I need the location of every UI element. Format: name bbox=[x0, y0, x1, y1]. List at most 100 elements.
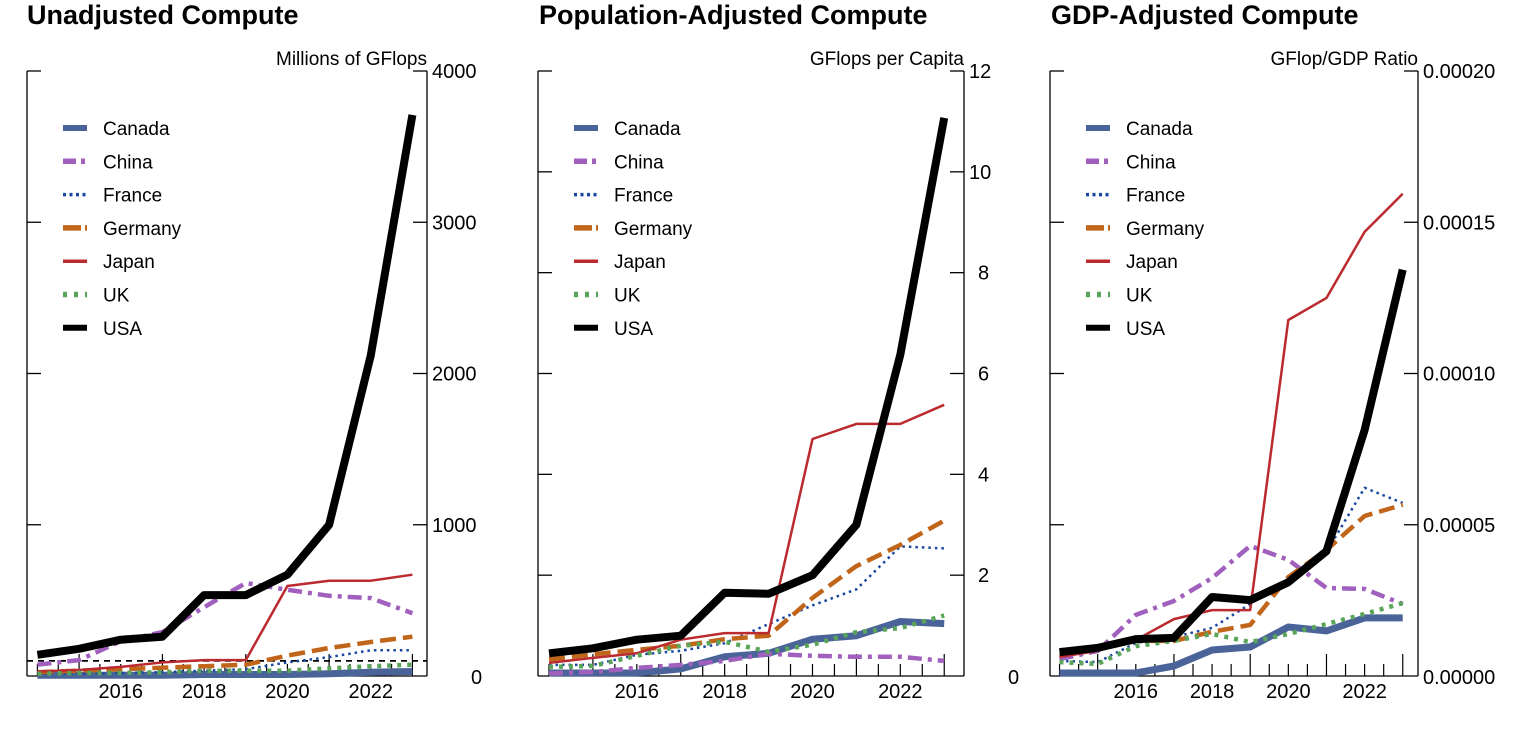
series-line-japan bbox=[37, 573, 413, 673]
legend-label: USA bbox=[103, 319, 142, 340]
series-line-usa bbox=[548, 117, 949, 658]
legend-item-usa: USA bbox=[1086, 319, 1165, 340]
y-tick-label: 12 bbox=[969, 61, 991, 83]
legend-label: France bbox=[1126, 186, 1185, 207]
legend-item-china: China bbox=[1086, 152, 1176, 173]
legend-label: USA bbox=[1126, 319, 1165, 340]
y-tick-label: 0.00015 bbox=[1423, 212, 1495, 234]
series-line-germany bbox=[37, 634, 413, 675]
series-line-germany bbox=[548, 518, 946, 662]
legend-item-uk: UK bbox=[574, 286, 641, 307]
series-line-canada bbox=[549, 618, 945, 677]
y-tick-label: 4000 bbox=[432, 61, 477, 83]
legend: Canada China France Germany Japan UK USA bbox=[574, 119, 693, 340]
panel-population-adjusted: Population-Adjusted Compute 0 2 4 6 8 10 12 GFl… bbox=[512, 0, 1024, 737]
legend-item-france: France bbox=[574, 186, 673, 207]
series-line-germany bbox=[1059, 502, 1404, 659]
y-tick-label: 3000 bbox=[432, 212, 477, 234]
y-tick-label: 2 bbox=[978, 565, 989, 587]
panel-unadjusted: Unadjusted Compute 0 1000 2000 3000 4000 Mill… bbox=[0, 0, 512, 737]
legend-label: France bbox=[614, 186, 673, 207]
x-tick-label: 2016 bbox=[1114, 681, 1159, 703]
y-tick-label: 8 bbox=[978, 263, 989, 285]
series-line-usa bbox=[1059, 268, 1407, 657]
x-tick-label: 2016 bbox=[99, 681, 144, 703]
legend-label: China bbox=[103, 152, 153, 173]
y-tick-label: 0 bbox=[471, 667, 482, 689]
y-tick-label: 0.00020 bbox=[1423, 61, 1495, 83]
y-axis-label: GFlops per Capita bbox=[810, 49, 965, 70]
legend-label: Germany bbox=[614, 219, 693, 240]
x-tick-label: 2022 bbox=[1342, 681, 1387, 703]
legend-label: UK bbox=[614, 286, 641, 307]
chart-title: Unadjusted Compute bbox=[27, 0, 299, 30]
x-tick-label: 2018 bbox=[182, 681, 227, 703]
legend-label: France bbox=[103, 186, 162, 207]
x-tick-label: 2020 bbox=[1266, 681, 1311, 703]
legend-label: Japan bbox=[1126, 252, 1178, 273]
y-tick-label: 0 bbox=[1008, 667, 1019, 689]
legend-item-china: China bbox=[574, 152, 664, 173]
legend-item-japan: Japan bbox=[63, 252, 155, 273]
legend-item-china: China bbox=[63, 152, 153, 173]
y-tick-label: 10 bbox=[969, 162, 991, 184]
legend-item-canada: Canada bbox=[63, 119, 170, 140]
x-tick-label: 2018 bbox=[1190, 681, 1235, 703]
legend: Canada China France Germany Japan UK USA bbox=[63, 119, 182, 340]
series-line-usa bbox=[36, 114, 417, 659]
legend-label: China bbox=[614, 152, 664, 173]
y-tick-label: 2000 bbox=[432, 364, 477, 386]
legend-item-usa: USA bbox=[574, 319, 653, 340]
series-line-uk bbox=[37, 662, 413, 676]
series-line-china bbox=[1059, 543, 1404, 662]
legend-item-france: France bbox=[63, 186, 162, 207]
x-tick-label: 2016 bbox=[615, 681, 660, 703]
legend-item-germany: Germany bbox=[574, 219, 693, 240]
y-axis-label: Millions of GFlops bbox=[276, 49, 427, 70]
legend-label: UK bbox=[1126, 286, 1153, 307]
legend-item-usa: USA bbox=[63, 319, 142, 340]
y-tick-label: 0.00010 bbox=[1423, 364, 1495, 386]
legend-item-france: France bbox=[1086, 186, 1185, 207]
panel-gdp-adjusted: GDP-Adjusted Compute 0.00000 0.00005 0.000… bbox=[1024, 0, 1535, 737]
legend-item-uk: UK bbox=[63, 286, 130, 307]
y-tick-label: 6 bbox=[978, 364, 989, 386]
y-axis-label: GFlop/GDP Ratio bbox=[1271, 49, 1418, 70]
x-tick-label: 2020 bbox=[790, 681, 835, 703]
x-tick-label: 2022 bbox=[878, 681, 923, 703]
x-tick-label: 2022 bbox=[349, 681, 394, 703]
x-tick-label: 2018 bbox=[702, 681, 747, 703]
legend-label: China bbox=[1126, 152, 1176, 173]
x-tick-label: 2020 bbox=[265, 681, 310, 703]
legend-label: Canada bbox=[1126, 119, 1193, 140]
legend-item-japan: Japan bbox=[1086, 252, 1178, 273]
series-line-uk bbox=[548, 613, 945, 670]
chart-title: Population-Adjusted Compute bbox=[539, 0, 928, 30]
legend-item-uk: UK bbox=[1086, 286, 1153, 307]
legend: Canada China France Germany Japan UK USA bbox=[1086, 119, 1205, 340]
legend-item-canada: Canada bbox=[1086, 119, 1193, 140]
legend-label: Japan bbox=[614, 252, 666, 273]
y-tick-label: 1000 bbox=[432, 515, 477, 537]
series-line-canada bbox=[1059, 614, 1403, 677]
series-line-france bbox=[1059, 486, 1404, 664]
legend-label: USA bbox=[614, 319, 653, 340]
legend-label: UK bbox=[103, 286, 130, 307]
y-tick-label: 0.00005 bbox=[1423, 515, 1495, 537]
y-tick-label: 4 bbox=[978, 464, 989, 486]
y-tick-label: 0.00000 bbox=[1423, 667, 1495, 689]
legend-label: Japan bbox=[103, 252, 155, 273]
legend-item-japan: Japan bbox=[574, 252, 666, 273]
chart-gdp-adjusted: 0.00000 0.00005 0.00010 0.00015 0.00020GFlop… bbox=[1049, 49, 1495, 703]
legend-label: Germany bbox=[103, 219, 182, 240]
legend-label: Germany bbox=[1126, 219, 1205, 240]
chart-title: GDP-Adjusted Compute bbox=[1051, 0, 1359, 30]
legend-item-germany: Germany bbox=[63, 219, 182, 240]
legend-label: Canada bbox=[103, 119, 170, 140]
legend-item-germany: Germany bbox=[1086, 219, 1205, 240]
legend-item-canada: Canada bbox=[574, 119, 681, 140]
series-line-france bbox=[37, 649, 413, 675]
legend-label: Canada bbox=[614, 119, 681, 140]
